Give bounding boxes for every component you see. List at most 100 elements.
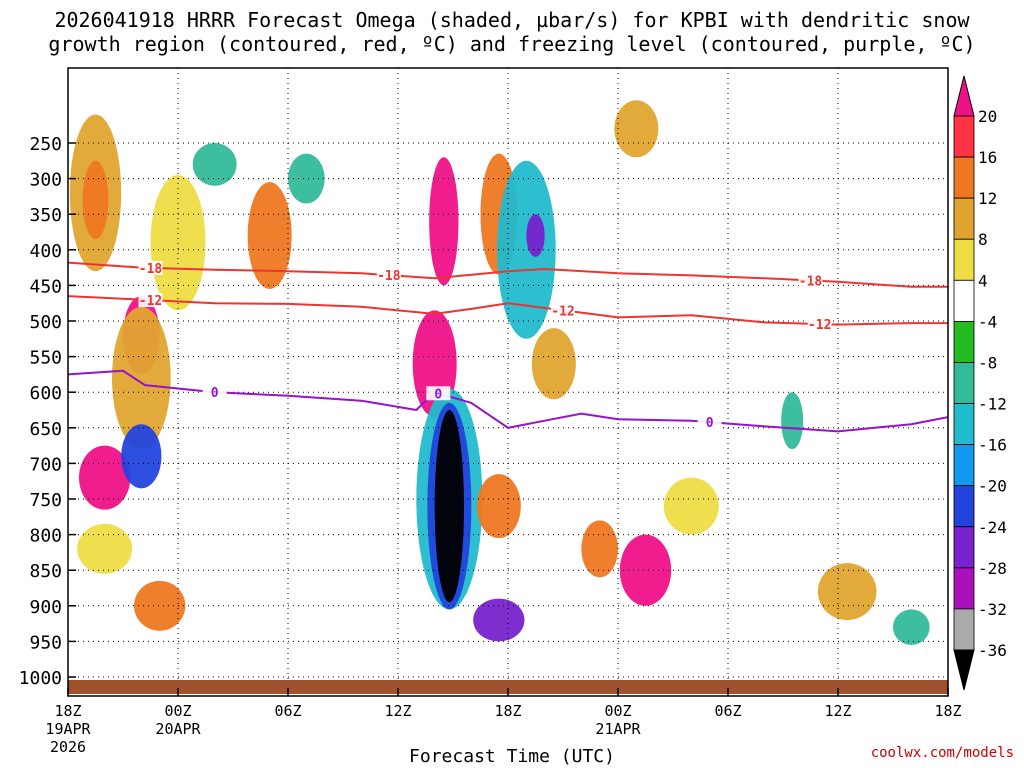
colorbar-swatch-10 [953,526,975,569]
y-tick-label-750: 750 [29,490,62,511]
colorbar-label-12: -32 [978,600,1007,619]
colorbar-label-10: -24 [978,518,1007,537]
y-axis: 250 300 350 400 450 500 550 600 650 700 750 800 850 9… [19,134,76,689]
x-tick-label-5-1: 21APR [595,720,641,738]
colorbar-swatch-5 [953,320,975,363]
colorbar-swatch-9 [953,485,975,528]
omega-cell-2 [79,445,131,510]
omega-cell-21 [531,328,576,400]
omega-cell-30 [838,150,875,222]
omega-cell-10 [288,153,325,204]
contour-label-bg [138,260,163,275]
x-tick-label-4-0: 18Z [494,702,521,720]
y-tick-label-550: 550 [29,348,62,369]
omega-cell-24 [663,477,719,535]
y-tick-label-450: 450 [29,276,62,297]
omega-cell-3 [77,523,133,574]
colorbar-label-6: -8 [978,353,997,372]
colorbar-label-4: 4 [978,271,988,290]
y-tick-label-350: 350 [29,205,62,226]
omega-cell-19 [476,474,521,539]
chart-title: 2026041918 HRRR Forecast Omega (shaded, … [0,8,1024,56]
colorbar-swatch-2 [953,197,975,240]
grid-lines [67,68,949,696]
title-line-1: 2026041918 HRRR Forecast Omega (shaded, … [54,8,970,32]
y-tick-label-850: 850 [29,561,62,582]
x-tick-label-7-0: 12Z [824,702,851,720]
omega-cell-20 [473,598,525,642]
x-tick-label-5-0: 00Z [604,702,631,720]
omega-cell-25 [781,392,804,450]
omega-cell-1 [82,160,109,240]
contour-label-bg [697,415,722,430]
y-tick-label-300: 300 [29,170,62,191]
contour-label--18-1: -18 [377,269,401,284]
colorbar-swatch-1 [953,156,975,199]
contour-label-0-2: 0 [706,416,714,431]
omega-cell-23 [619,534,672,606]
colorbar-swatch-11 [953,567,975,610]
y-tick-label-700: 700 [29,454,62,475]
contour-label--18-2: -18 [799,275,823,290]
x-axis-title: Forecast Time (UTC) [409,746,615,767]
contour-label-bg [551,303,575,318]
colorbar-label-7: -12 [978,395,1007,414]
x-tick-label-6-0: 06Z [714,702,741,720]
omega-cell-14 [526,214,545,257]
colorbar-label-9: -20 [978,477,1007,496]
colorbar-swatch-12 [953,608,975,651]
omega-cell-27 [893,609,930,645]
colorbar-label-3: 8 [978,230,988,249]
omega-cell-9 [247,182,292,289]
colorbar-label-1: 16 [978,148,997,167]
colorbar-label-8: -16 [978,436,1007,455]
omega-shading [69,100,930,645]
contour-label--12-1: -12 [551,304,574,319]
x-tick-label-3-0: 12Z [384,702,411,720]
y-tick-label-900: 900 [29,597,62,618]
y-tick-label-1000: 1000 [19,668,62,689]
y-tick-label-250: 250 [29,134,62,155]
colorbar-swatch-0 [953,115,975,158]
contour-label-bg [798,273,823,288]
y-tick-label-800: 800 [29,526,62,547]
x-tick-label-2-0: 06Z [274,702,301,720]
contour-label-bg [376,268,401,283]
omega-cell-31 [192,143,237,186]
colorbar-swatch-4 [953,279,975,322]
colorbar-label-5: -4 [978,312,997,331]
colorbar-swatch-6 [953,362,975,404]
colorbar-label-0: 20 [978,107,997,126]
contour-label--12-0: -12 [139,294,162,309]
colorbar: 20 16 12 8 4 -4 -8 -12 -16 -20 -24 -28 -32 -36 [953,75,1007,691]
colorbar-top-triangle [953,75,975,117]
omega-cell-8 [150,175,206,311]
colorbar-label-2: 12 [978,189,997,208]
x-tick-label-0-2: 2026 [50,738,86,756]
omega-cell-22 [581,520,619,578]
x-tick-label-8-0: 18Z [934,702,961,720]
contour-label-bg [426,386,451,401]
x-tick-label-0-1: 19APR [45,720,91,738]
y-tick-label-950: 950 [29,632,62,653]
omega-cell-5 [111,306,171,450]
omega-cell-18 [434,410,465,603]
source-credit: coolwx.com/models [870,745,1014,761]
contour--18 [68,261,948,288]
colorbar-swatch-7 [953,403,975,446]
contour-label-bg [138,293,163,308]
contour-label-bg [202,385,227,400]
omega-cell-26 [817,563,877,621]
contour-label-0-1: 0 [434,387,442,402]
x-tick-label-0-0: 18Z [54,702,81,720]
contour-label--18-0: -18 [139,262,163,277]
contour-label-0-0: 0 [211,386,219,401]
y-tick-label-650: 650 [29,419,62,440]
x-tick-label-1-1: 20APR [155,720,201,738]
omega-cell-13 [496,160,556,339]
colorbar-bottom-triangle [953,649,975,691]
title-line-2: growth region (contoured, red, ºC) and f… [48,32,976,56]
contour-label-bg [807,317,832,332]
